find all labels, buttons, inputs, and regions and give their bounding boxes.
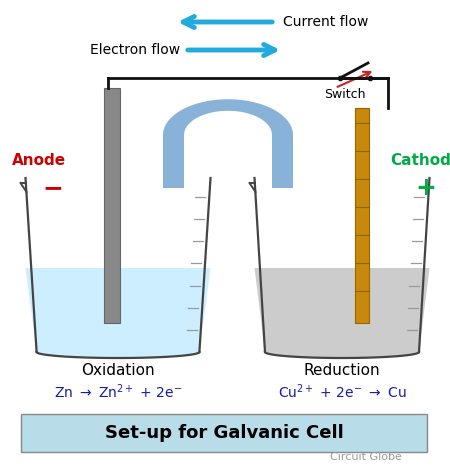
Bar	[104, 88, 120, 323]
Text: Reduction: Reduction	[304, 363, 380, 378]
Polygon shape	[163, 99, 293, 188]
Text: Cathode: Cathode	[390, 153, 450, 168]
Text: Electron flow: Electron flow	[90, 43, 180, 57]
Text: −: −	[42, 176, 63, 200]
Text: Cu$^{2+}$ + 2e$^{-}$ $\rightarrow$ Cu: Cu$^{2+}$ + 2e$^{-}$ $\rightarrow$ Cu	[278, 382, 406, 401]
Polygon shape	[255, 268, 429, 358]
Polygon shape	[26, 268, 211, 358]
Text: +: +	[415, 176, 436, 200]
Text: Set-up for Galvanic Cell: Set-up for Galvanic Cell	[104, 424, 343, 442]
Text: Oxidation: Oxidation	[81, 363, 155, 378]
Text: Circuit Globe: Circuit Globe	[330, 452, 402, 462]
Text: Current flow: Current flow	[283, 15, 369, 29]
Text: Switch: Switch	[324, 88, 366, 101]
Bar	[355, 108, 369, 323]
Text: Anode: Anode	[12, 153, 66, 168]
FancyBboxPatch shape	[21, 414, 427, 452]
Text: Zn $\rightarrow$ Zn$^{2+}$ + 2e$^{-}$: Zn $\rightarrow$ Zn$^{2+}$ + 2e$^{-}$	[54, 382, 182, 401]
